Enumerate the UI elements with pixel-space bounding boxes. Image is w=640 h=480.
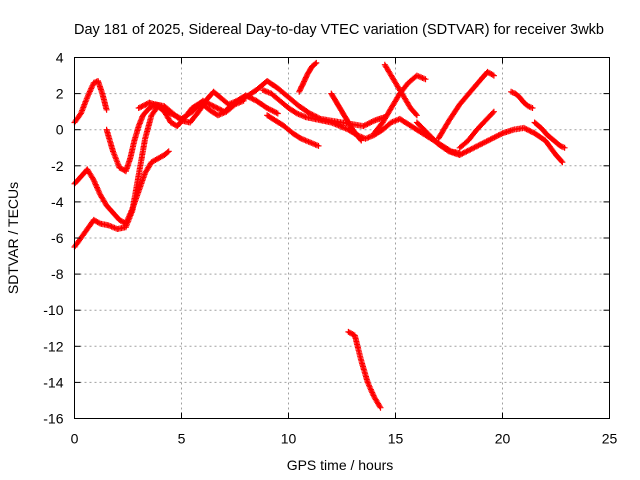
series-sat-p	[531, 119, 568, 151]
data-point	[490, 108, 497, 115]
data-point	[266, 106, 273, 113]
data-point	[103, 106, 110, 113]
data-point	[488, 135, 495, 142]
y-axis-label: SDTVAR / TECUs	[5, 182, 21, 294]
series-sat-c	[71, 148, 172, 227]
data-point	[165, 148, 172, 155]
data-point	[138, 103, 145, 110]
series-sat-d	[71, 97, 247, 250]
y-tick-label: -14	[43, 374, 63, 390]
data-point	[174, 113, 181, 120]
series-sat-a	[71, 78, 110, 126]
data-point	[232, 99, 238, 106]
data-point	[413, 111, 419, 118]
data-point	[313, 59, 320, 66]
series-sat-l	[413, 119, 566, 166]
chart-title: Day 181 of 2025, Sidereal Day-to-day VTE…	[74, 22, 604, 38]
x-axis-label: GPS time / hours	[287, 457, 394, 473]
y-tick-label: -8	[51, 266, 64, 282]
x-tick-label: 10	[281, 431, 297, 447]
series-sat-k	[381, 61, 420, 119]
x-tick-label: 5	[178, 431, 186, 447]
series-sat-g	[296, 59, 320, 95]
data-point	[357, 136, 364, 143]
series-sat-i	[328, 90, 365, 144]
data-point	[199, 97, 206, 104]
data-point	[249, 95, 256, 102]
data-point	[170, 111, 177, 118]
series-sat-m	[435, 68, 497, 142]
y-tick-label: -10	[43, 302, 63, 318]
y-tick-label: -16	[43, 411, 63, 427]
series-sat-o	[508, 88, 536, 111]
data-point	[367, 119, 374, 126]
data-point	[529, 105, 536, 111]
x-tick-label: 25	[602, 431, 618, 447]
series-sat-b	[103, 88, 281, 175]
data-point	[84, 94, 91, 101]
series-sat-q	[345, 328, 384, 411]
data-point	[142, 101, 149, 108]
data-point	[202, 99, 209, 106]
data-point	[525, 103, 532, 110]
x-tick-label: 0	[71, 431, 79, 447]
y-tick-label: 0	[56, 122, 64, 138]
y-tick-label: 2	[56, 86, 64, 102]
data-point	[358, 137, 365, 144]
y-tick-label: -4	[51, 194, 64, 210]
data-point	[489, 71, 496, 78]
series-sat-h	[264, 112, 322, 149]
data-point	[164, 149, 171, 156]
data-point	[422, 76, 429, 83]
data-point	[520, 124, 527, 131]
data-point	[489, 109, 496, 116]
data-point	[315, 142, 322, 149]
data-point	[527, 128, 534, 135]
data-point	[490, 72, 497, 79]
data-point	[559, 159, 566, 166]
series-sat-n	[456, 108, 497, 151]
data-point	[273, 109, 280, 116]
x-tick-label: 15	[388, 431, 404, 447]
data-point	[95, 219, 102, 226]
data-point	[413, 112, 420, 119]
x-tick-label: 20	[495, 431, 511, 447]
data-point	[312, 60, 319, 67]
y-tick-label: -12	[43, 338, 63, 354]
data-marks	[71, 59, 568, 411]
y-tick-label: 4	[56, 50, 64, 66]
y-tick-label: -2	[51, 158, 64, 174]
data-point	[561, 144, 568, 151]
data-point	[558, 158, 565, 165]
data-point	[274, 110, 281, 117]
data-point	[297, 135, 304, 141]
data-point	[377, 404, 384, 411]
y-tick-label: -6	[51, 230, 64, 246]
